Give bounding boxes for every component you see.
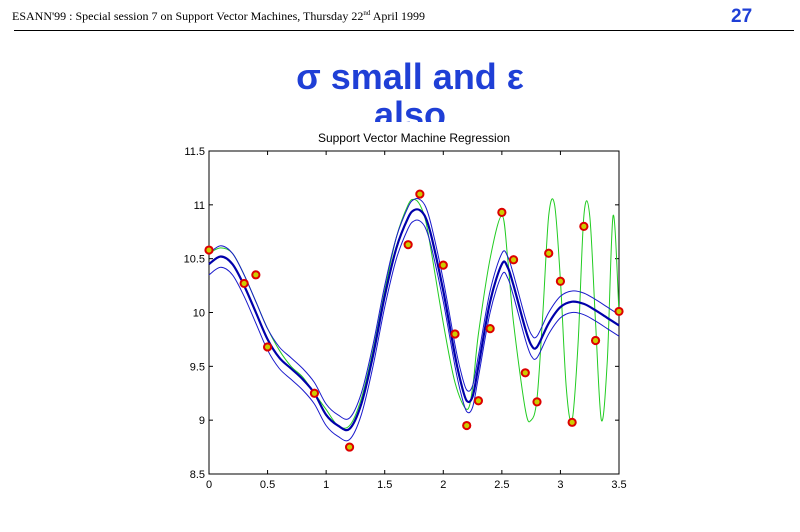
- y-tick-label: 8.5: [190, 469, 205, 481]
- chart-title: Support Vector Machine Regression: [318, 131, 510, 145]
- data-point: [415, 189, 425, 199]
- epsilon-tube-lower-line: [208, 219, 620, 442]
- page-number: 27: [731, 6, 753, 27]
- slide-title: σ small and ε also: [200, 58, 620, 122]
- x-tick-label: 2.5: [494, 479, 509, 491]
- x-tick-label: 3: [557, 479, 563, 491]
- data-point: [262, 342, 273, 352]
- data-point: [532, 397, 542, 407]
- y-tick-label: 10: [193, 308, 205, 320]
- data-point: [473, 396, 484, 406]
- slide-title-clip: σ small and ε also: [200, 58, 620, 122]
- data-point: [485, 324, 495, 334]
- header-text-suffix: April 1999: [370, 9, 426, 23]
- header-rule: [14, 30, 794, 31]
- data-point: [309, 388, 320, 398]
- data-point: [508, 255, 519, 265]
- data-point: [438, 260, 448, 270]
- epsilon-tube-upper-line: [208, 198, 620, 420]
- slide-title-line2: also: [373, 94, 447, 123]
- data-point: [462, 420, 472, 431]
- x-tick-label: 3.5: [611, 479, 626, 491]
- y-tick-label: 11.5: [184, 146, 205, 158]
- data-point: [450, 329, 460, 339]
- data-point: [520, 368, 530, 378]
- data-point: [579, 221, 589, 231]
- data-point: [590, 335, 601, 346]
- y-tick-label: 9.5: [190, 361, 205, 373]
- data-point: [204, 245, 214, 255]
- data-point: [555, 276, 566, 286]
- data-point: [403, 240, 413, 250]
- data-point: [567, 417, 577, 427]
- slide-title-line1: σ small and ε: [296, 58, 524, 97]
- y-tick-label: 9: [199, 415, 205, 427]
- data-point: [497, 207, 507, 217]
- series-layer: [208, 198, 620, 442]
- regression-line: [208, 208, 620, 432]
- data-point: [251, 270, 261, 280]
- y-tick-label: 10.5: [184, 254, 205, 266]
- data-point: [239, 278, 249, 289]
- x-tick-label: 2: [440, 479, 446, 491]
- x-tick-label: 0: [206, 479, 212, 491]
- data-points: [204, 189, 624, 452]
- header-text-prefix: ESANN'99 : Special session 7 on Support …: [12, 9, 364, 23]
- x-tick-label: 1.5: [377, 479, 392, 491]
- x-tick-label: 0.5: [260, 479, 275, 491]
- y-tick-label: 11: [194, 200, 205, 212]
- data-point: [614, 306, 624, 317]
- data-point: [544, 248, 554, 258]
- x-tick-label: 1: [323, 479, 329, 491]
- header-text: ESANN'99 : Special session 7 on Support …: [12, 9, 425, 24]
- header-date-superscript: nd: [363, 9, 371, 17]
- data-point: [344, 442, 355, 452]
